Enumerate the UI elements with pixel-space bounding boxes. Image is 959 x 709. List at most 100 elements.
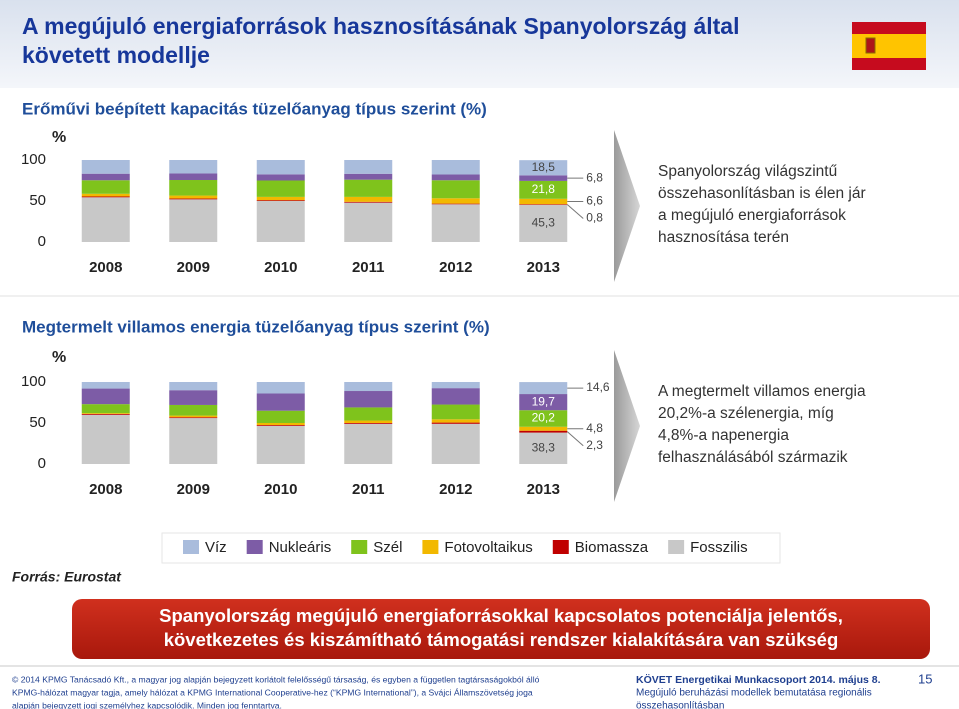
x-tick-label: 2013 [527, 259, 560, 276]
annotation: 4,8%-a napenergia [658, 427, 789, 444]
bar-segment [344, 196, 393, 202]
bar-segment [256, 425, 305, 426]
bar-segment [431, 204, 480, 242]
bar-segment [519, 204, 568, 242]
bar-segment [169, 404, 218, 416]
x-tick-label: 2013 [527, 481, 560, 498]
data-label: 20,2 [532, 411, 556, 425]
legend-label: Szél [373, 539, 402, 556]
chevron [614, 350, 640, 502]
bar-segment [431, 423, 480, 464]
leader-line [566, 431, 584, 447]
footer-text: összehasonlításban [636, 701, 724, 709]
bar-segment [81, 404, 130, 414]
bar-segment [519, 198, 568, 205]
bar-segment [256, 425, 305, 464]
legend-label: Biomassza [575, 539, 649, 556]
bar-segment [344, 382, 393, 392]
bar-segment [81, 413, 130, 414]
y-axis-label: % [52, 349, 66, 366]
footer-text: KPMG-hálózat magyar tagja, amely hálózat… [12, 687, 533, 697]
bar-segment [344, 201, 393, 203]
bar-segment [431, 419, 480, 423]
bar-segment [431, 422, 480, 424]
footer-text: © 2014 KPMG Tanácsadó Kft., a magyar jog… [12, 674, 540, 684]
x-tick-label: 2009 [177, 481, 210, 498]
annotation: A megtermelt villamos energia [658, 383, 866, 400]
bar-segment [344, 173, 393, 180]
banner-text: következetes és kiszámítható támogatási … [164, 629, 839, 650]
bar-segment [431, 382, 480, 389]
data-label: 2,3 [586, 438, 603, 452]
bar-segment [81, 173, 130, 181]
bar-segment [81, 196, 130, 198]
bar-segment [169, 199, 218, 242]
data-label: 21,8 [532, 182, 556, 196]
bar-segment [81, 180, 130, 194]
bar-segment [519, 410, 568, 427]
bar-segment [344, 160, 393, 174]
bar-segment [169, 382, 218, 391]
bar-segment [344, 423, 393, 424]
data-label: 0,8 [586, 211, 603, 225]
bar-segment [169, 160, 218, 174]
bar-segment [169, 180, 218, 196]
bar-segment [344, 407, 393, 421]
bar-segment [256, 174, 305, 181]
bar-segment [169, 173, 218, 181]
bar-segment [81, 193, 130, 197]
bar-segment [431, 404, 480, 420]
bar-segment [169, 417, 218, 419]
annotation: hasznosítása terén [658, 229, 789, 246]
y-axis-label: % [52, 129, 66, 146]
annotation: összehasonlításban is élen jár [658, 185, 866, 202]
x-tick-label: 2008 [89, 481, 122, 498]
bar-segment [431, 160, 480, 175]
bar-segment [169, 415, 218, 418]
bar-segment [81, 160, 130, 174]
bar-segment [169, 418, 218, 464]
header-band [0, 0, 959, 88]
bar-segment [519, 426, 568, 431]
footer-text: KÖVET Energetikai Munkacsoport 2014. máj… [636, 673, 881, 686]
x-tick-label: 2012 [439, 259, 472, 276]
x-tick-label: 2009 [177, 259, 210, 276]
page-number: 15 [918, 671, 932, 686]
x-tick-label: 2010 [264, 259, 297, 276]
x-tick-label: 2008 [89, 259, 122, 276]
annotation: a megújuló energiaforrások [658, 207, 846, 224]
bar-segment [81, 414, 130, 464]
legend-label: Nukleáris [269, 539, 332, 556]
bar-segment [256, 410, 305, 423]
bar-segment [344, 420, 393, 423]
source: Forrás: Eurostat [12, 569, 122, 585]
bar-segment [256, 180, 305, 197]
data-label: 6,6 [586, 194, 603, 208]
data-label: 4,8 [586, 421, 603, 435]
data-label: 45,3 [532, 216, 556, 230]
bar-segment [519, 175, 568, 181]
bar-segment [256, 423, 305, 426]
bar-segment [256, 196, 305, 201]
data-label: 14,6 [586, 380, 610, 394]
leader-line [566, 204, 584, 219]
chevron [614, 130, 640, 282]
bar-segment [256, 201, 305, 242]
banner [72, 599, 930, 659]
x-tick-label: 2012 [439, 481, 472, 498]
bar-segment [256, 160, 305, 175]
bar-segment [81, 413, 130, 415]
bar-segment [344, 391, 393, 408]
legend-swatch [668, 540, 685, 554]
data-label: 18,5 [532, 160, 556, 174]
slide-title: követett modellje [22, 42, 210, 68]
bar-segment [256, 393, 305, 411]
bar-segment [519, 430, 568, 433]
annotation: Spanyolország világszintű [658, 163, 837, 180]
bar-segment [431, 180, 480, 199]
bar-segment [519, 204, 568, 205]
y-tick-label: 0 [38, 233, 46, 250]
y-tick-label: 100 [21, 373, 46, 390]
bar-segment [431, 174, 480, 181]
